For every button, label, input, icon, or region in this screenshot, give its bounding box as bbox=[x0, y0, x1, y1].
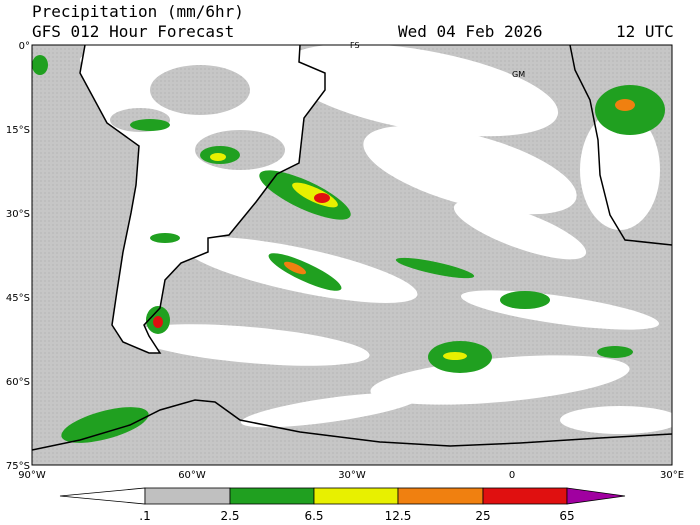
lon-label: 30°W bbox=[338, 470, 366, 481]
time: 12 UTC bbox=[616, 22, 674, 41]
colorbar bbox=[59, 487, 626, 505]
colorbar-label: .1 bbox=[139, 509, 150, 523]
lat-label: 30°S bbox=[6, 209, 30, 220]
lat-label: 0° bbox=[19, 41, 30, 52]
lon-label: 60°W bbox=[178, 470, 206, 481]
lon-labels: 90°W 60°W 30°W 0 30°E bbox=[18, 470, 684, 481]
map bbox=[32, 45, 672, 465]
coastlines bbox=[32, 45, 672, 451]
title: Precipitation (mm/6hr) bbox=[32, 2, 244, 21]
lat-labels: 0° 15°S 30°S 45°S 60°S 75°S bbox=[6, 41, 30, 472]
lat-label: 60°S bbox=[6, 377, 30, 388]
colorbar-label: 25 bbox=[475, 509, 490, 523]
colorbar-label: 12.5 bbox=[385, 509, 412, 523]
lon-label: 0 bbox=[509, 470, 515, 481]
colorbar-label: 6.5 bbox=[304, 509, 323, 523]
lat-label: 15°S bbox=[6, 125, 30, 136]
map-frame bbox=[31, 44, 673, 466]
lon-label: 90°W bbox=[18, 470, 46, 481]
lat-label: 75°S bbox=[6, 461, 30, 472]
heavy-precip bbox=[32, 55, 665, 443]
place-label: GM bbox=[512, 70, 525, 79]
place-label: FS bbox=[350, 41, 360, 50]
date: Wed 04 Feb 2026 bbox=[398, 22, 543, 41]
subtitle: GFS 012 Hour Forecast bbox=[32, 22, 234, 41]
colorbar-labels: .1 2.5 6.5 12.5 25 65 bbox=[139, 509, 574, 523]
colorbar-label: 65 bbox=[559, 509, 574, 523]
colorbar-label: 2.5 bbox=[220, 509, 239, 523]
dry-areas bbox=[80, 45, 672, 434]
lon-label: 30°E bbox=[660, 470, 684, 481]
lat-label: 45°S bbox=[6, 293, 30, 304]
